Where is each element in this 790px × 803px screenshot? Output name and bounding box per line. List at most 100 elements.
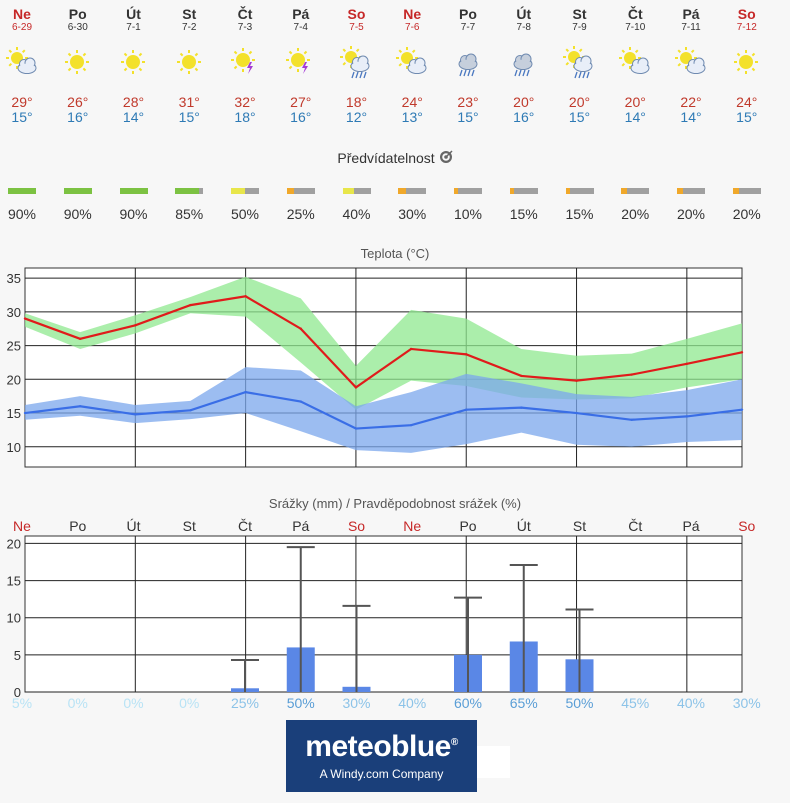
series-point-min [685, 415, 689, 418]
day-label: Ne [403, 518, 421, 534]
day-date: 7-8 [516, 22, 531, 33]
sun-cloud-icon [664, 44, 719, 84]
rain-cloud-icon [441, 44, 496, 84]
series-point-min [78, 405, 82, 408]
day-name: Út [516, 6, 532, 22]
series-point-min [465, 408, 468, 411]
lightning-shape [302, 62, 309, 74]
min-temp: 15° [178, 109, 200, 125]
day-name: Čt [627, 6, 643, 22]
min-temp: 14° [122, 109, 145, 125]
predictability-value: 85% [175, 206, 204, 222]
cloud-shape [458, 53, 477, 70]
min-temp: 15° [568, 109, 591, 125]
probability-label: 30% [733, 695, 761, 711]
max-temp: 27° [290, 94, 312, 110]
series-band-max [25, 276, 742, 410]
day-label: St [573, 518, 586, 534]
day-date: 7-5 [349, 22, 364, 33]
day-label: So [348, 518, 365, 534]
series-point-min [189, 409, 192, 412]
predictability-value: 90% [7, 206, 37, 222]
predictability-bar [398, 188, 427, 194]
predictability-bar [454, 188, 482, 194]
min-temp: 14° [624, 109, 646, 125]
predictability-value: 20% [676, 206, 706, 222]
y-tick-label: 0 [14, 685, 21, 700]
cloud-shape [630, 57, 650, 74]
day-name: Ne [403, 6, 422, 22]
day-column: St 7-9 20° 15° [552, 6, 607, 125]
day-name: St [182, 6, 197, 22]
series-point-max [189, 303, 192, 307]
day-label: Út [517, 518, 531, 534]
cloud-shape [407, 57, 427, 74]
day-date: 7-12 [736, 22, 757, 33]
sun-thunder-icon [218, 44, 273, 84]
series-point-min [630, 418, 633, 421]
day-column: Út 7-1 28° 14° [106, 6, 161, 125]
series-point-max [465, 353, 468, 356]
y-tick-label: 30 [7, 305, 21, 320]
cloud-shape [686, 57, 705, 74]
logo-subtitle: A Windy.com Company [319, 767, 444, 781]
probability-label: 50% [287, 695, 315, 711]
max-temp: 18° [345, 94, 368, 110]
y-tick-label: 25 [7, 339, 21, 354]
day-column: Po 6-30 26° 16° [50, 6, 105, 125]
day-column: Čt 7-10 20° 14° [608, 6, 663, 125]
sun-shape [230, 48, 255, 72]
probability-label: 40% [677, 695, 705, 711]
day-date: 7-2 [182, 22, 197, 33]
sun-cloud-icon [385, 44, 440, 84]
probability-label: 30% [342, 695, 370, 711]
cloud-shape [573, 55, 593, 72]
series-point-max [685, 362, 689, 365]
predictability-title: Předvídatelnost [0, 150, 790, 166]
probability-label: 25% [231, 695, 259, 711]
predictability-bar [119, 188, 148, 194]
predictability-bar [231, 188, 259, 194]
series-point-min [575, 411, 578, 415]
day-name: St [572, 6, 587, 22]
y-tick-label: 15 [7, 406, 21, 421]
y-tick-label: 20 [7, 372, 21, 387]
series-point-min [134, 413, 137, 416]
predictability-value: 90% [63, 206, 92, 222]
rain-shape [574, 71, 590, 79]
day-label: Čt [628, 518, 642, 534]
logo-name: meteoblue® [305, 730, 458, 763]
max-temp: 31° [178, 94, 200, 110]
series-point-min [354, 427, 358, 430]
min-temp: 16° [513, 109, 535, 125]
cloud-shape [350, 55, 370, 72]
y-tick-label: 5 [14, 648, 21, 663]
rain-shape [458, 69, 475, 77]
day-column: Út 7-8 20° 16° [496, 6, 551, 125]
day-column: Ne 6-29 29° 15° [0, 6, 50, 125]
max-temp: 29° [11, 94, 33, 110]
min-temp: 15° [11, 109, 33, 125]
series-point-max [244, 295, 247, 298]
day-date: 7-6 [405, 22, 420, 33]
rain-cloud-icon [496, 44, 551, 84]
predictability-bar [509, 188, 538, 194]
min-temp: 15° [457, 109, 479, 125]
sun-shape [121, 50, 145, 74]
day-name: Po [68, 6, 87, 22]
day-name: So [737, 6, 756, 22]
day-label: Pá [682, 518, 699, 534]
predictability-value: 20% [732, 206, 761, 222]
series-point-max [134, 324, 137, 327]
day-column: Čt 7-3 32° 18° [218, 6, 273, 125]
day-label: Ne [13, 518, 31, 534]
series-point-max [575, 379, 578, 382]
logo-corner [477, 746, 510, 778]
day-name: Pá [292, 6, 310, 22]
predictability-bar [621, 188, 650, 194]
meteoblue-logo[interactable]: meteoblue® A Windy.com Company [286, 720, 477, 792]
series-point-max [78, 337, 82, 341]
series-point-max [23, 317, 27, 320]
series-point-max [354, 386, 358, 389]
min-temp: 12° [345, 109, 368, 125]
